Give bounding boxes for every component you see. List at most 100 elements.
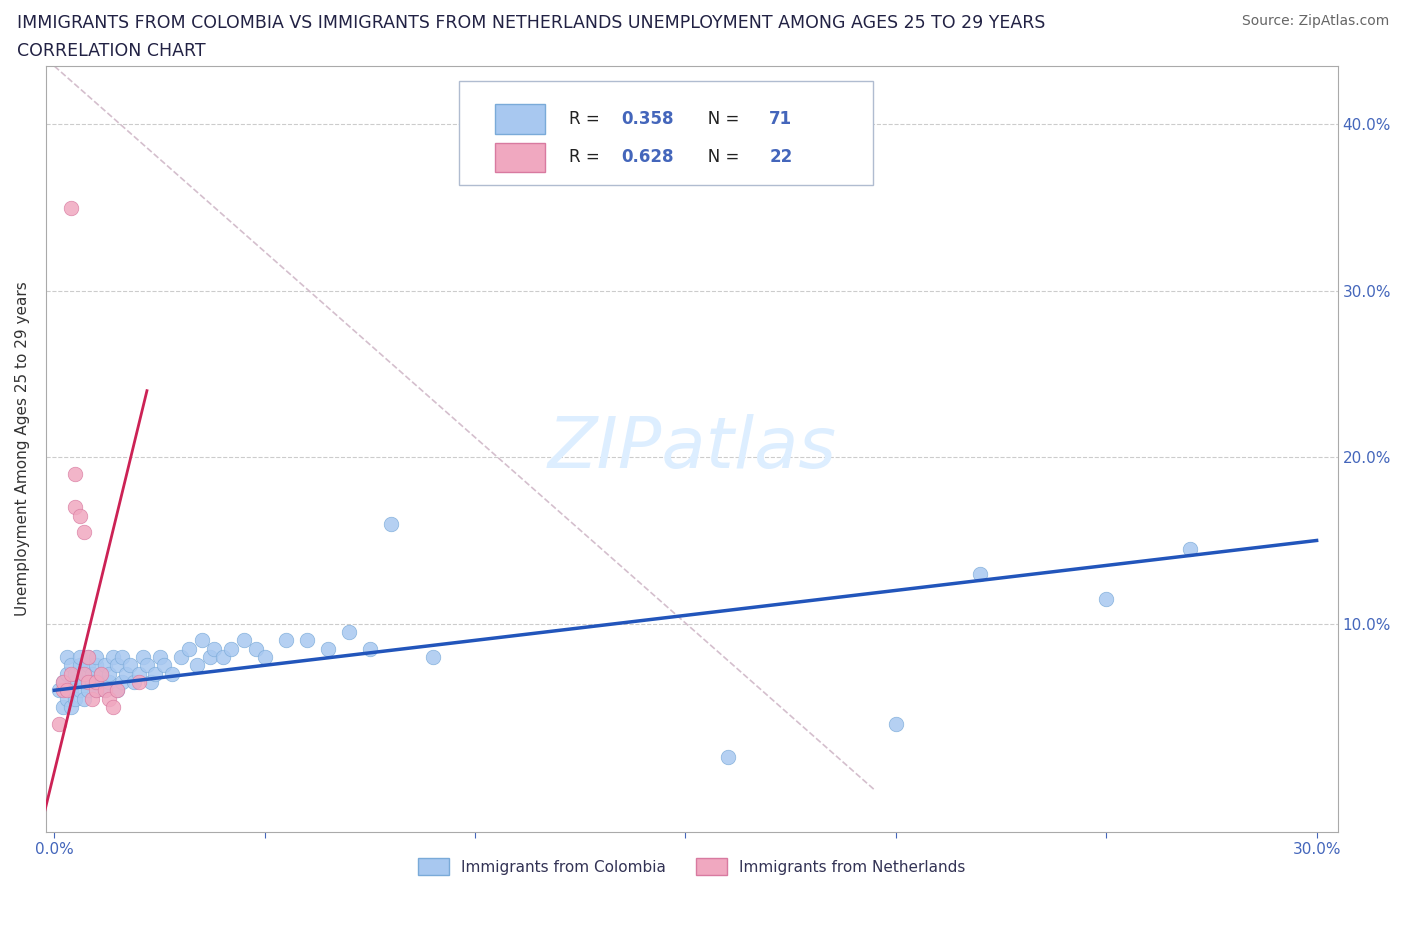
Text: R =: R = — [569, 148, 605, 166]
Point — [274, 633, 297, 648]
Text: 0.628: 0.628 — [621, 148, 673, 166]
Point — [219, 641, 242, 656]
Point — [86, 683, 108, 698]
Point — [86, 649, 108, 664]
Point — [232, 633, 254, 648]
Point — [60, 666, 83, 681]
Point — [107, 658, 129, 672]
Point — [120, 658, 142, 672]
Point — [124, 674, 146, 689]
Point — [69, 683, 91, 698]
Point — [90, 666, 112, 681]
Point — [98, 666, 121, 681]
Point — [190, 633, 212, 648]
Text: 71: 71 — [769, 110, 793, 128]
Point — [73, 691, 96, 706]
Text: 0.358: 0.358 — [621, 110, 673, 128]
Point — [82, 666, 104, 681]
FancyBboxPatch shape — [460, 82, 873, 185]
Point — [65, 666, 87, 681]
Point — [132, 649, 155, 664]
Point — [884, 716, 907, 731]
Point — [86, 658, 108, 672]
Text: Source: ZipAtlas.com: Source: ZipAtlas.com — [1241, 14, 1389, 28]
Point — [60, 699, 83, 714]
Point — [198, 649, 221, 664]
Point — [77, 674, 100, 689]
Point — [56, 691, 79, 706]
Legend: Immigrants from Colombia, Immigrants from Netherlands: Immigrants from Colombia, Immigrants fro… — [412, 852, 972, 882]
Point — [115, 666, 138, 681]
Text: 22: 22 — [769, 148, 793, 166]
Point — [111, 649, 134, 664]
Point — [56, 683, 79, 698]
Point — [316, 641, 339, 656]
Text: CORRELATION CHART: CORRELATION CHART — [17, 42, 205, 60]
Point — [103, 699, 125, 714]
Y-axis label: Unemployment Among Ages 25 to 29 years: Unemployment Among Ages 25 to 29 years — [15, 282, 30, 617]
Point — [94, 683, 117, 698]
Point — [65, 467, 87, 482]
Point — [148, 649, 170, 664]
Text: N =: N = — [692, 148, 744, 166]
Point — [94, 683, 117, 698]
Point — [77, 683, 100, 698]
Point — [48, 683, 70, 698]
Text: N =: N = — [692, 110, 744, 128]
Point — [52, 674, 75, 689]
Point — [52, 699, 75, 714]
Point — [52, 674, 75, 689]
Point — [69, 649, 91, 664]
Point — [90, 666, 112, 681]
Text: IMMIGRANTS FROM COLOMBIA VS IMMIGRANTS FROM NETHERLANDS UNEMPLOYMENT AMONG AGES : IMMIGRANTS FROM COLOMBIA VS IMMIGRANTS F… — [17, 14, 1045, 32]
Point — [160, 666, 183, 681]
Point — [245, 641, 267, 656]
Point — [65, 674, 87, 689]
Point — [60, 658, 83, 672]
Point — [152, 658, 174, 672]
Point — [98, 691, 121, 706]
Point — [186, 658, 208, 672]
Point — [337, 625, 360, 640]
Point — [177, 641, 200, 656]
Point — [107, 683, 129, 698]
Point — [73, 666, 96, 681]
Point — [69, 658, 91, 672]
Point — [1180, 541, 1202, 556]
Point — [82, 691, 104, 706]
Point — [60, 200, 83, 215]
Point — [56, 666, 79, 681]
Point — [111, 674, 134, 689]
Point — [65, 499, 87, 514]
Point — [52, 683, 75, 698]
Bar — [495, 104, 544, 134]
Point — [90, 674, 112, 689]
Point — [253, 649, 276, 664]
Point — [107, 683, 129, 698]
Point — [422, 649, 444, 664]
Point — [73, 525, 96, 539]
Point — [141, 674, 163, 689]
Point — [77, 649, 100, 664]
Point — [73, 674, 96, 689]
Point — [380, 516, 402, 531]
Point — [86, 674, 108, 689]
Point — [103, 649, 125, 664]
Point — [169, 649, 191, 664]
Point — [56, 649, 79, 664]
Point — [77, 649, 100, 664]
Point — [65, 691, 87, 706]
Point — [73, 666, 96, 681]
Point — [359, 641, 381, 656]
Text: R =: R = — [569, 110, 605, 128]
Point — [1095, 591, 1118, 606]
Point — [86, 683, 108, 698]
Point — [128, 674, 150, 689]
Point — [77, 658, 100, 672]
Point — [295, 633, 318, 648]
Point — [48, 716, 70, 731]
Point — [136, 658, 159, 672]
Point — [211, 649, 233, 664]
Point — [69, 508, 91, 523]
Text: ZIPatlas: ZIPatlas — [547, 415, 837, 484]
